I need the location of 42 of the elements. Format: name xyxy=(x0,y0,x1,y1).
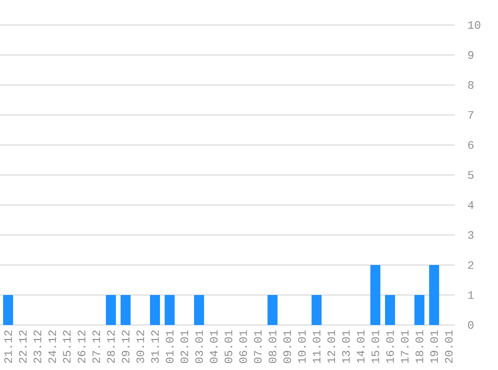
y-tick-label: 3 xyxy=(468,231,474,239)
x-tick-label: 28.12 xyxy=(107,330,115,363)
x-tick-label: 16.01 xyxy=(386,330,394,363)
y-tick-label: 8 xyxy=(468,81,474,89)
x-tick-label: 20.01 xyxy=(444,330,453,363)
x-tick-label: 29.12 xyxy=(122,330,130,363)
y-tick-label: 10 xyxy=(468,21,480,29)
x-tick-label: 11.01 xyxy=(312,330,320,363)
x-tick-label: 03.01 xyxy=(195,330,203,364)
y-tick-label: 4 xyxy=(468,201,474,209)
x-tick-label: 12.01 xyxy=(327,330,336,363)
x-tick-label: 04.01 xyxy=(210,330,218,364)
x-tick-label: 31.12 xyxy=(151,330,159,364)
y-tick-label: 9 xyxy=(468,51,474,59)
x-tick-label: 23.12 xyxy=(34,330,42,363)
x-tick-label: 25.12 xyxy=(62,330,71,363)
x-tick-label: 07.01 xyxy=(254,330,262,364)
y-tick-label: 5 xyxy=(468,171,474,179)
x-tick-label: 06.01 xyxy=(239,330,247,364)
x-tick-label: 26.12 xyxy=(78,330,86,363)
x-tick-label: 09.01 xyxy=(283,330,292,364)
x-tick-label: 08.01 xyxy=(268,330,276,364)
x-tick-label: 05.01 xyxy=(224,330,232,364)
x-tick-label: 01.01 xyxy=(166,330,174,364)
x-tick-label: 22.12 xyxy=(18,330,27,363)
y-tick-label: 6 xyxy=(468,141,474,149)
x-tick-label: 19.01 xyxy=(430,330,438,363)
x-tick-label: 30.12 xyxy=(136,330,144,364)
y-tick-label: 0 xyxy=(468,321,474,329)
y-tick-label: 2 xyxy=(468,261,474,269)
x-tick-label: 21.12 xyxy=(4,330,12,363)
y-tick-label: 1 xyxy=(468,291,474,299)
x-tick-label: 17.01 xyxy=(400,330,409,363)
x-tick-label: 02.01 xyxy=(180,330,188,364)
x-tick-label: 24.12 xyxy=(48,330,56,363)
x-tick-label: 15.01 xyxy=(371,330,380,363)
x-tick-label: 10.01 xyxy=(298,330,306,363)
x-tick-label: 14.01 xyxy=(356,330,364,363)
x-tick-label: 18.01 xyxy=(416,330,424,363)
x-tick-label: 27.12 xyxy=(92,330,100,363)
x-tick-label: 13.01 xyxy=(342,330,350,363)
y-tick-label: 7 xyxy=(468,111,474,119)
